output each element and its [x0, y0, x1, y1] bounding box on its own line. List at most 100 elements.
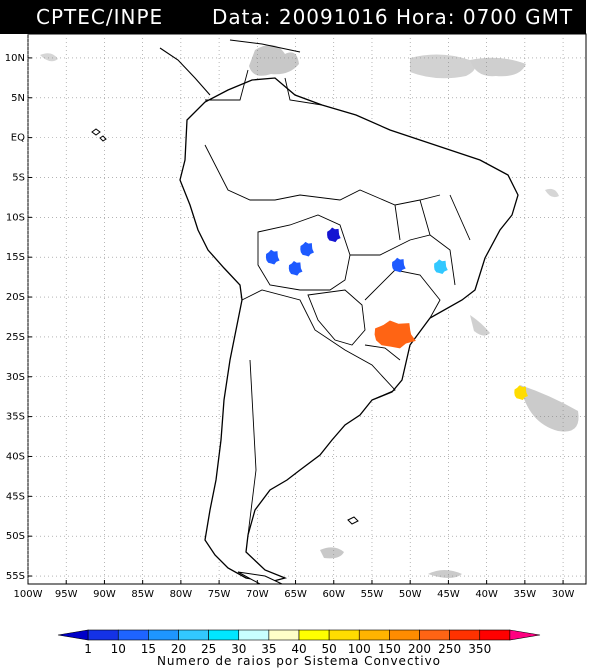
convective-system — [391, 257, 406, 273]
longitude-label: 40W — [475, 589, 498, 600]
latitude-label: 10S — [6, 212, 25, 223]
continent-outline — [179, 77, 519, 583]
south-america-outline — [91, 39, 519, 585]
cloud-patch — [410, 54, 476, 79]
longitude-label: 95W — [55, 589, 78, 600]
source-label: CPTEC/INPE — [36, 5, 164, 29]
cloud-patch — [470, 57, 526, 77]
colorbar-title: Numero de raios por Sistema Convectivo — [157, 654, 441, 668]
border-line — [257, 214, 351, 291]
storm-cell — [300, 241, 314, 257]
cloud-patch — [40, 53, 58, 62]
colorbar-swatch — [117, 629, 149, 641]
latitude-label: 10N — [5, 53, 25, 64]
colorbar-label: 100 — [348, 642, 371, 656]
colorbar-swatch — [358, 629, 390, 641]
colorbar-swatch — [268, 629, 300, 641]
colorbar-swatch — [389, 629, 420, 641]
border-line — [307, 289, 366, 346]
latitude-label: 50S — [6, 531, 25, 542]
colorbar-swatch — [509, 629, 541, 641]
storm-cell — [327, 227, 341, 243]
longitude-label: 60W — [322, 589, 345, 600]
storm-cell — [514, 385, 528, 400]
central-america-outline — [159, 47, 211, 96]
colorbar-swatch — [298, 629, 330, 641]
colorbar-swatch — [479, 629, 511, 641]
longitude-label: 30W — [552, 589, 575, 600]
colorbar-swatch — [208, 629, 240, 641]
colorbar-label: 30 — [231, 642, 246, 656]
longitude-label: 65W — [284, 589, 307, 600]
colorbar-label: 40 — [291, 642, 306, 656]
tierra-del-fuego — [237, 571, 283, 585]
latitude-label: 55S — [6, 571, 25, 582]
colorbar-label: 1 — [84, 642, 92, 656]
border-line — [364, 344, 401, 361]
cloud-patch — [520, 385, 579, 432]
caribbean-coast — [229, 39, 301, 53]
datetime-label: Data: 20091016 Hora: 0700 GMT — [212, 5, 574, 29]
convective-system — [327, 227, 341, 243]
longitude-label: 55W — [361, 589, 384, 600]
latitude-label: 15S — [6, 252, 25, 263]
colorbar-swatch — [238, 629, 270, 641]
longitude-labels: 100W 95W 90W 85W 80W 75W 70W 65W 60W 55W 50W 45W 40W… — [14, 580, 575, 600]
colorbar-swatch — [178, 629, 209, 641]
colorbar-swatch — [57, 629, 89, 641]
latitude-labels: 10N 5N EQ 5S 10S 15S 20S 25S 30S 35S 40S 45S 50S 55S — [5, 53, 32, 582]
border-line — [205, 69, 323, 106]
colorbar-label: 150 — [378, 642, 401, 656]
longitude-label: 35W — [514, 589, 537, 600]
colorbar-label: 20 — [171, 642, 186, 656]
border-line — [364, 269, 441, 319]
latitude-label: 20S — [6, 292, 25, 303]
colorbar-swatch — [419, 629, 450, 641]
storm-cell — [288, 260, 303, 276]
convective-system — [288, 260, 303, 276]
colorbar-swatch — [328, 629, 360, 641]
colorbar-swatch — [449, 629, 481, 641]
storm-cell — [391, 257, 406, 273]
convective-systems — [265, 227, 528, 400]
cloud-patch — [545, 188, 559, 198]
latitude-label: 35S — [6, 412, 25, 423]
latitude-label: 25S — [6, 332, 25, 343]
cloud-patch — [470, 315, 490, 336]
storm-cell — [374, 320, 416, 349]
border-line — [394, 194, 471, 241]
border-line — [247, 359, 257, 536]
latitude-label: 40S — [6, 451, 25, 462]
border-line — [204, 144, 441, 206]
longitude-label: 90W — [93, 589, 116, 600]
colorbar-label: 15 — [141, 642, 156, 656]
longitude-label: 75W — [208, 589, 231, 600]
cloud-patch — [320, 547, 344, 559]
colorbar-label: 35 — [261, 642, 276, 656]
border-line — [350, 234, 456, 286]
storm-cell — [434, 259, 448, 274]
colorbar-label: 200 — [408, 642, 431, 656]
colorbar-swatch — [87, 629, 119, 641]
latitude-label: EQ — [11, 133, 25, 144]
colorbar-label: 250 — [438, 642, 461, 656]
longitude-label: 85W — [131, 589, 154, 600]
longitude-label: 100W — [14, 589, 43, 600]
convective-system — [300, 241, 314, 257]
convective-system — [434, 259, 448, 274]
colorbar: 1 10 15 20 25 30 35 40 50 100 150 200 250 350 Numero d… — [57, 629, 541, 668]
longitude-label: 50W — [399, 589, 422, 600]
longitude-label: 80W — [170, 589, 193, 600]
colorbar-swatch — [148, 629, 179, 641]
latitude-label: 45S — [6, 491, 25, 502]
convective-system — [514, 385, 528, 400]
galapagos-islands — [91, 128, 107, 142]
latitude-label: 5S — [12, 172, 25, 183]
latitude-label: 5N — [11, 93, 25, 104]
cloud-patch — [249, 44, 299, 76]
colorbar-label: 25 — [201, 642, 216, 656]
falkland-islands — [347, 516, 359, 525]
colorbar-label: 50 — [321, 642, 336, 656]
convective-system — [374, 320, 416, 349]
longitude-label: 70W — [246, 589, 269, 600]
